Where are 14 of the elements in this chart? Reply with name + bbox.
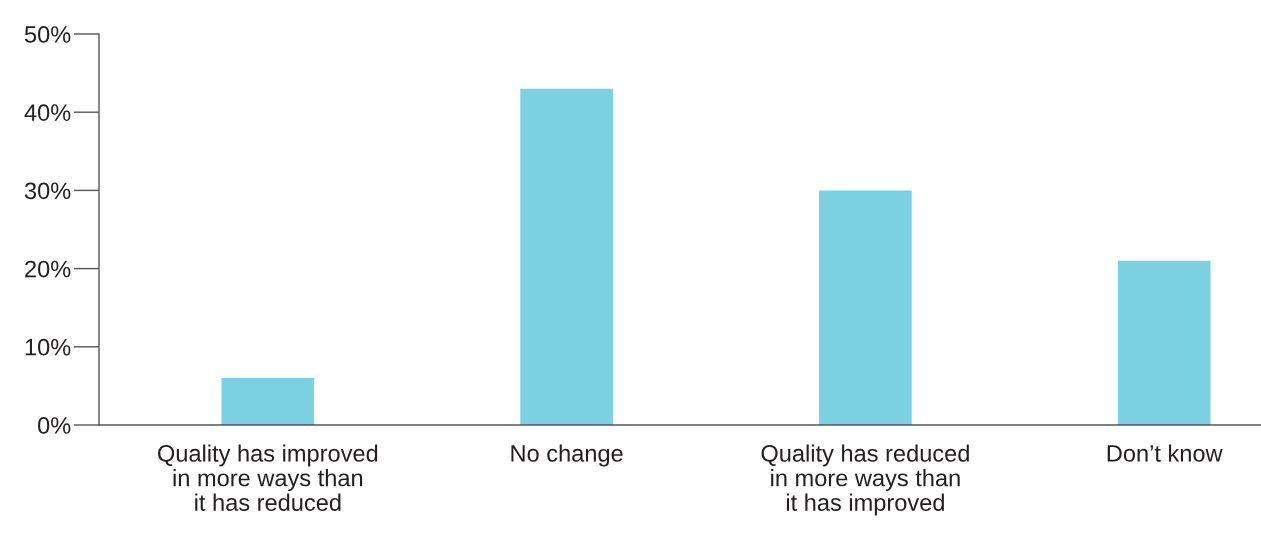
bar bbox=[1117, 260, 1211, 425]
bar bbox=[221, 378, 315, 425]
x-tick-label: Quality has reduced in more ways than it has improved bbox=[761, 444, 969, 516]
x-tick-label: Quality has improved in more ways than it has reduced bbox=[158, 444, 378, 511]
y-tick-label: 50% bbox=[24, 26, 71, 43]
x-tick-label: Don’t know bbox=[1107, 444, 1223, 462]
y-tick-label: 30% bbox=[24, 182, 71, 200]
y-tick-label: 0% bbox=[38, 417, 71, 434]
y-tick-label: 40% bbox=[24, 104, 71, 121]
y-tick-label: 10% bbox=[25, 338, 71, 356]
y-tick-label: 20% bbox=[25, 260, 71, 278]
x-tick-label: No change bbox=[511, 444, 623, 467]
bar bbox=[819, 190, 912, 425]
bar bbox=[520, 88, 613, 425]
